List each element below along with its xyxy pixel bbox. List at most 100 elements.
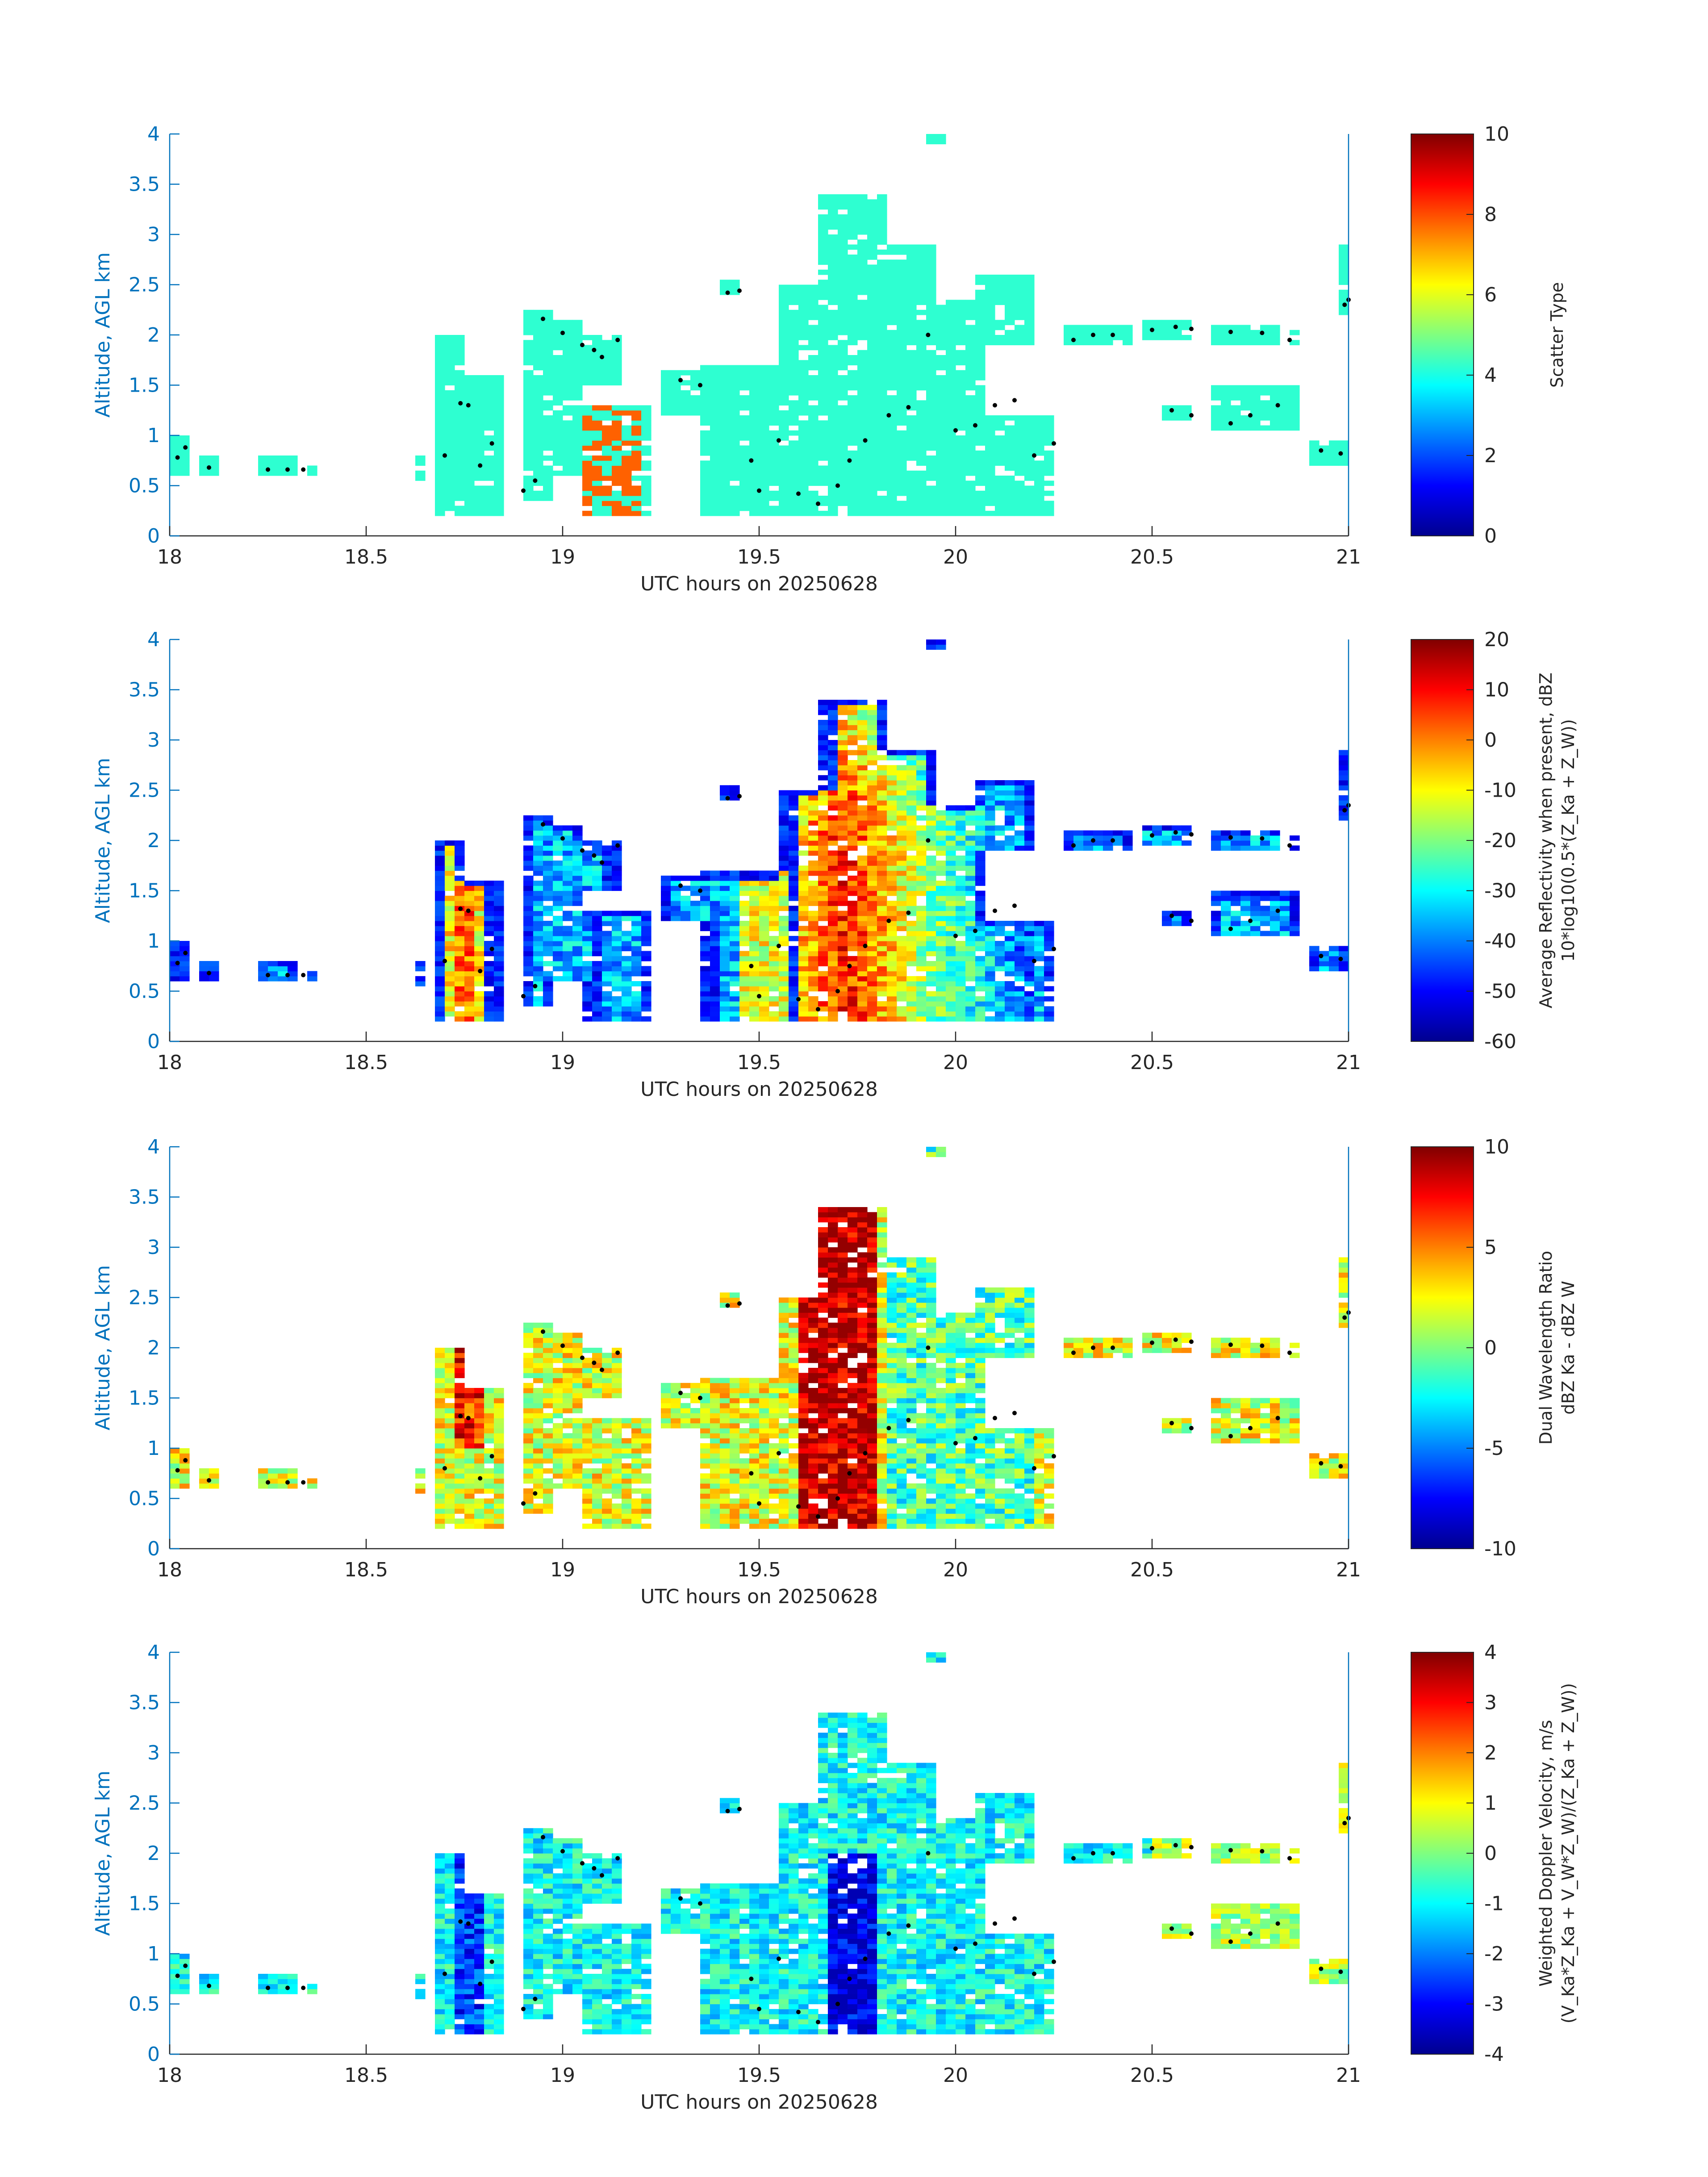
heatmap-cell xyxy=(1044,501,1054,506)
heatmap-cell xyxy=(975,946,986,952)
heatmap-cell xyxy=(278,460,288,466)
heatmap-cell xyxy=(828,760,838,765)
heatmap-cell xyxy=(1024,921,1035,926)
heatmap-cell xyxy=(435,510,445,516)
heatmap-cell xyxy=(779,986,789,992)
heatmap-cell xyxy=(1034,460,1044,466)
heatmap-cell xyxy=(739,450,750,456)
heatmap-cell xyxy=(523,865,534,871)
heatmap-cell xyxy=(867,455,877,461)
heatmap-cell xyxy=(730,870,740,876)
heatmap-cell xyxy=(592,410,602,416)
heatmap-cell xyxy=(170,1483,180,1489)
heatmap-cell xyxy=(808,850,819,856)
heatmap-cell xyxy=(582,350,593,355)
heatmap-cell xyxy=(494,476,504,481)
heatmap-cell xyxy=(1162,405,1172,411)
heatmap-cell xyxy=(730,886,740,891)
heatmap-cell xyxy=(563,890,573,896)
heatmap-cell xyxy=(307,976,317,982)
heatmap-cell xyxy=(906,476,917,481)
cloud-base-dot xyxy=(926,333,931,337)
heatmap-cell xyxy=(848,370,858,376)
heatmap-cell xyxy=(690,875,701,881)
heatmap-cell xyxy=(916,1001,927,1007)
heatmap-cell xyxy=(612,360,622,366)
heatmap-cell xyxy=(612,986,622,992)
heatmap-cell xyxy=(1172,320,1182,326)
heatmap-cell xyxy=(956,305,966,310)
heatmap-cell xyxy=(749,450,760,456)
heatmap-cell xyxy=(897,380,907,386)
heatmap-cell xyxy=(671,911,681,916)
heatmap-cell xyxy=(887,501,897,506)
heatmap-cell xyxy=(445,915,455,921)
heatmap-cell xyxy=(464,946,475,952)
heatmap-cell xyxy=(789,845,799,851)
heatmap-cell xyxy=(582,926,593,932)
heatmap-cell xyxy=(710,961,720,966)
heatmap-cell xyxy=(523,496,534,501)
heatmap-cell xyxy=(1339,946,1349,952)
heatmap-cell xyxy=(592,506,602,511)
heatmap-cell xyxy=(1113,830,1123,836)
heatmap-cell xyxy=(1339,440,1349,446)
heatmap-cell xyxy=(170,1478,180,1484)
heatmap-cell xyxy=(818,280,828,285)
heatmap-cell xyxy=(759,470,769,476)
heatmap-cell xyxy=(789,360,799,366)
heatmap-cell xyxy=(435,1348,445,1353)
heatmap-cell xyxy=(474,971,484,977)
heatmap-cell xyxy=(572,455,583,461)
heatmap-cell xyxy=(1211,911,1221,916)
heatmap-cell xyxy=(936,465,946,471)
heatmap-cell xyxy=(464,510,475,516)
heatmap-cell xyxy=(916,435,927,441)
heatmap-cell xyxy=(848,295,858,300)
heatmap-cell xyxy=(455,1016,465,1022)
heatmap-cell xyxy=(602,941,612,946)
heatmap-cell xyxy=(523,460,534,466)
heatmap-cell xyxy=(1211,330,1221,335)
heatmap-cell xyxy=(445,445,455,451)
heatmap-cell xyxy=(857,485,868,491)
heatmap-cell xyxy=(828,470,838,476)
heatmap-cell xyxy=(906,996,917,1002)
heatmap-cell xyxy=(789,881,799,886)
cloud-base-dot xyxy=(1319,448,1324,453)
heatmap-cell xyxy=(1005,1001,1015,1007)
heatmap-cell xyxy=(887,440,897,446)
heatmap-cell xyxy=(553,345,563,351)
heatmap-cell xyxy=(906,375,917,380)
heatmap-cell xyxy=(572,971,583,977)
heatmap-cell xyxy=(808,501,819,506)
heatmap-cell xyxy=(1064,335,1074,340)
heatmap-cell xyxy=(622,506,632,511)
heatmap-cell xyxy=(946,1016,956,1022)
heatmap-cell xyxy=(936,976,946,982)
heatmap-cell xyxy=(445,481,455,486)
heatmap-cell xyxy=(631,440,642,446)
heatmap-cell xyxy=(641,991,651,997)
heatmap-cell xyxy=(612,420,622,426)
heatmap-cell xyxy=(710,435,720,441)
heatmap-cell xyxy=(278,966,288,972)
heatmap-cell xyxy=(1024,820,1035,826)
heatmap-cell xyxy=(956,450,966,456)
heatmap-cell xyxy=(779,961,789,966)
heatmap-cell xyxy=(1005,476,1015,481)
cloud-base-dot xyxy=(489,947,494,951)
cloud-base-dot xyxy=(458,907,463,911)
heatmap-cell xyxy=(415,1468,426,1474)
heatmap-cell xyxy=(1005,790,1015,796)
heatmap-cell xyxy=(906,365,917,371)
heatmap-cell xyxy=(848,971,858,977)
heatmap-cell xyxy=(749,931,760,936)
heatmap-cell xyxy=(739,501,750,506)
heatmap-cell xyxy=(808,390,819,396)
heatmap-cell xyxy=(838,360,848,366)
heatmap-cell xyxy=(985,931,995,936)
heatmap-cell xyxy=(749,405,760,411)
cloud-base-dot xyxy=(796,491,801,496)
